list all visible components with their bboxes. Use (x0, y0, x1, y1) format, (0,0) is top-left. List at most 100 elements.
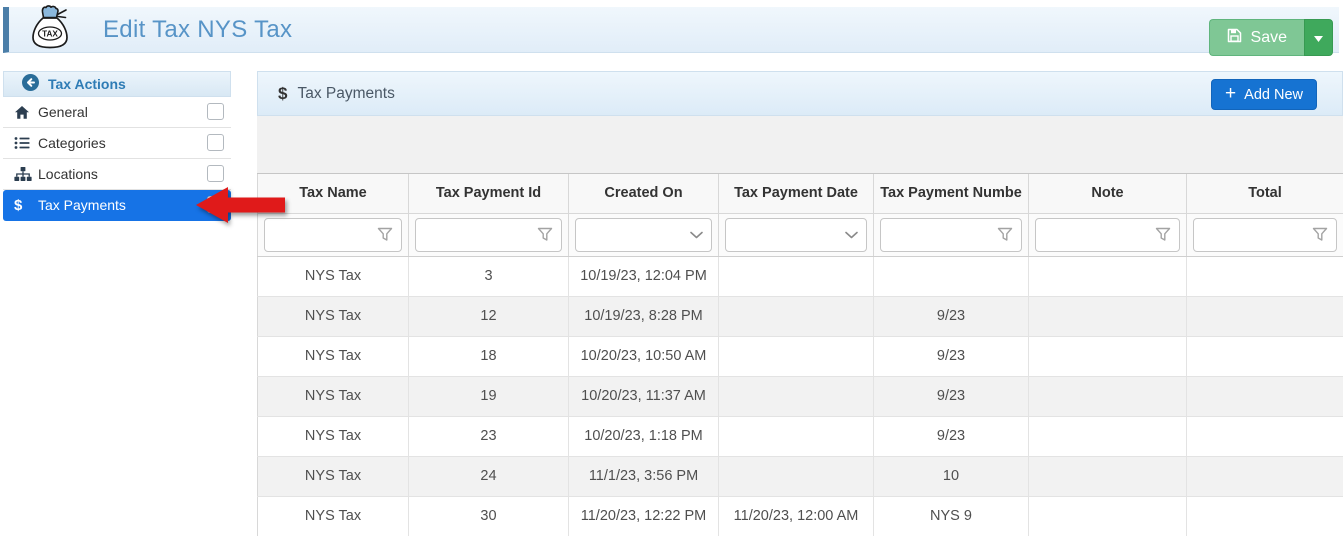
table-cell[interactable]: NYS Tax (257, 296, 409, 337)
home-icon (14, 105, 38, 120)
sidebar-item-categories[interactable]: Categories (3, 128, 231, 159)
table-row[interactable]: NYS Tax 12 10/19/23, 8:28 PM 9/23 (257, 296, 1343, 337)
table-row[interactable]: NYS Tax 30 11/20/23, 12:22 PM 11/20/23, 12:… (257, 496, 1343, 536)
column-header-tax-name[interactable]: Tax Name (257, 174, 409, 214)
item-checkbox[interactable] (207, 165, 224, 182)
table-cell[interactable]: 9/23 (873, 376, 1029, 417)
sidebar-item-general[interactable]: General (3, 97, 231, 128)
table-cell[interactable] (1028, 416, 1187, 457)
table-cell[interactable]: 9/23 (873, 296, 1029, 337)
column-header-note[interactable]: Note (1028, 174, 1187, 214)
filter-input-note[interactable] (1035, 217, 1180, 252)
table-cell[interactable] (1028, 256, 1187, 297)
table-cell[interactable]: NYS Tax (257, 256, 409, 297)
table-cell[interactable] (1028, 456, 1187, 497)
save-button[interactable]: Save (1208, 19, 1304, 56)
table-cell[interactable]: 3 (408, 256, 569, 297)
table-cell[interactable]: 9/23 (873, 336, 1029, 377)
sidebar: Tax Actions General Categories Locations $ T… (3, 71, 231, 221)
table-cell[interactable]: 18 (408, 336, 569, 377)
table-cell[interactable] (1028, 376, 1187, 417)
item-checkbox[interactable] (207, 196, 224, 213)
table-cell[interactable]: 10/20/23, 11:37 AM (568, 376, 719, 417)
sidebar-item-tax-payments[interactable]: $ Tax Payments (3, 190, 231, 221)
table-cell[interactable] (1186, 336, 1343, 377)
table-cell[interactable] (718, 456, 874, 497)
filter-input-created-on[interactable] (575, 217, 712, 252)
table-row[interactable]: NYS Tax 3 10/19/23, 12:04 PM (257, 256, 1343, 297)
table-cell[interactable] (1186, 496, 1343, 536)
table-row[interactable]: NYS Tax 24 11/1/23, 3:56 PM 10 (257, 456, 1343, 497)
table-cell[interactable]: NYS Tax (257, 416, 409, 457)
table-cell[interactable]: 30 (408, 496, 569, 536)
table-cell[interactable]: NYS Tax (257, 376, 409, 417)
funnel-icon[interactable] (377, 227, 393, 242)
table-row[interactable]: NYS Tax 18 10/20/23, 10:50 AM 9/23 (257, 336, 1343, 377)
table-cell[interactable] (1186, 256, 1343, 297)
table-row[interactable]: NYS Tax 23 10/20/23, 1:18 PM 9/23 (257, 416, 1343, 457)
filter-input-total[interactable] (1193, 217, 1337, 252)
filter-cell (568, 213, 719, 257)
funnel-icon[interactable] (997, 227, 1013, 242)
app-header: TAX Edit Tax NYS Tax Save (3, 4, 1339, 56)
item-checkbox[interactable] (207, 134, 224, 151)
table-cell[interactable]: 19 (408, 376, 569, 417)
table-cell[interactable]: 24 (408, 456, 569, 497)
table-cell[interactable]: 9/23 (873, 416, 1029, 457)
table-cell[interactable] (1028, 296, 1187, 337)
table-cell[interactable] (1186, 296, 1343, 337)
funnel-icon[interactable] (537, 227, 553, 242)
table-cell[interactable]: 10/19/23, 12:04 PM (568, 256, 719, 297)
table-cell[interactable] (718, 416, 874, 457)
column-header-tax-payment-date[interactable]: Tax Payment Date (718, 174, 874, 214)
table-cell[interactable] (718, 376, 874, 417)
column-header-tax-payment-id[interactable]: Tax Payment Id (408, 174, 569, 214)
main-panel: $ Tax Payments + Add New Tax Name Tax Pay… (257, 71, 1343, 536)
table-cell[interactable] (718, 336, 874, 377)
sidebar-item-locations[interactable]: Locations (3, 159, 231, 190)
filter-input-tax-payment-date[interactable] (725, 217, 867, 252)
table-cell[interactable]: 11/1/23, 3:56 PM (568, 456, 719, 497)
page-title: Edit Tax NYS Tax (103, 15, 293, 43)
save-dropdown-toggle[interactable] (1304, 19, 1333, 56)
table-cell[interactable] (1186, 376, 1343, 417)
table-cell[interactable] (718, 256, 874, 297)
tax-bag-icon: TAX (29, 4, 71, 55)
filter-cell (1028, 213, 1187, 257)
funnel-icon[interactable] (1312, 227, 1328, 242)
table-cell[interactable]: 12 (408, 296, 569, 337)
table-cell[interactable] (1028, 336, 1187, 377)
funnel-icon[interactable] (1155, 227, 1171, 242)
table-cell[interactable]: 10 (873, 456, 1029, 497)
table-cell[interactable]: NYS 9 (873, 496, 1029, 536)
table-cell[interactable]: 11/20/23, 12:22 PM (568, 496, 719, 536)
sidebar-header[interactable]: Tax Actions (3, 71, 231, 97)
table-cell[interactable] (718, 296, 874, 337)
table-cell[interactable] (1186, 416, 1343, 457)
table-cell[interactable]: 10/20/23, 1:18 PM (568, 416, 719, 457)
add-new-button[interactable]: + Add New (1211, 79, 1317, 110)
table-cell[interactable]: 10/20/23, 10:50 AM (568, 336, 719, 377)
table-cell[interactable]: 10/19/23, 8:28 PM (568, 296, 719, 337)
table-cell[interactable]: NYS Tax (257, 456, 409, 497)
item-checkbox[interactable] (207, 103, 224, 120)
column-header-total[interactable]: Total (1186, 174, 1343, 214)
filter-input-tax-payment-numbe[interactable] (880, 217, 1022, 252)
table-cell[interactable]: 23 (408, 416, 569, 457)
table-cell[interactable] (1186, 456, 1343, 497)
sidebar-header-label: Tax Actions (48, 76, 126, 92)
column-header-tax-payment-numbe[interactable]: Tax Payment Numbe (873, 174, 1029, 214)
chevron-down-icon[interactable] (690, 231, 703, 239)
sidebar-item-label: Categories (38, 135, 106, 151)
table-row[interactable]: NYS Tax 19 10/20/23, 11:37 AM 9/23 (257, 376, 1343, 417)
chevron-down-icon[interactable] (845, 231, 858, 239)
filter-input-tax-name[interactable] (264, 217, 402, 252)
table-cell[interactable] (1028, 496, 1187, 536)
dollar-icon: $ (278, 83, 288, 103)
column-header-created-on[interactable]: Created On (568, 174, 719, 214)
table-cell[interactable] (873, 256, 1029, 297)
table-cell[interactable]: NYS Tax (257, 336, 409, 377)
filter-input-tax-payment-id[interactable] (415, 217, 562, 252)
table-cell[interactable]: NYS Tax (257, 496, 409, 536)
table-cell[interactable]: 11/20/23, 12:00 AM (718, 496, 874, 536)
